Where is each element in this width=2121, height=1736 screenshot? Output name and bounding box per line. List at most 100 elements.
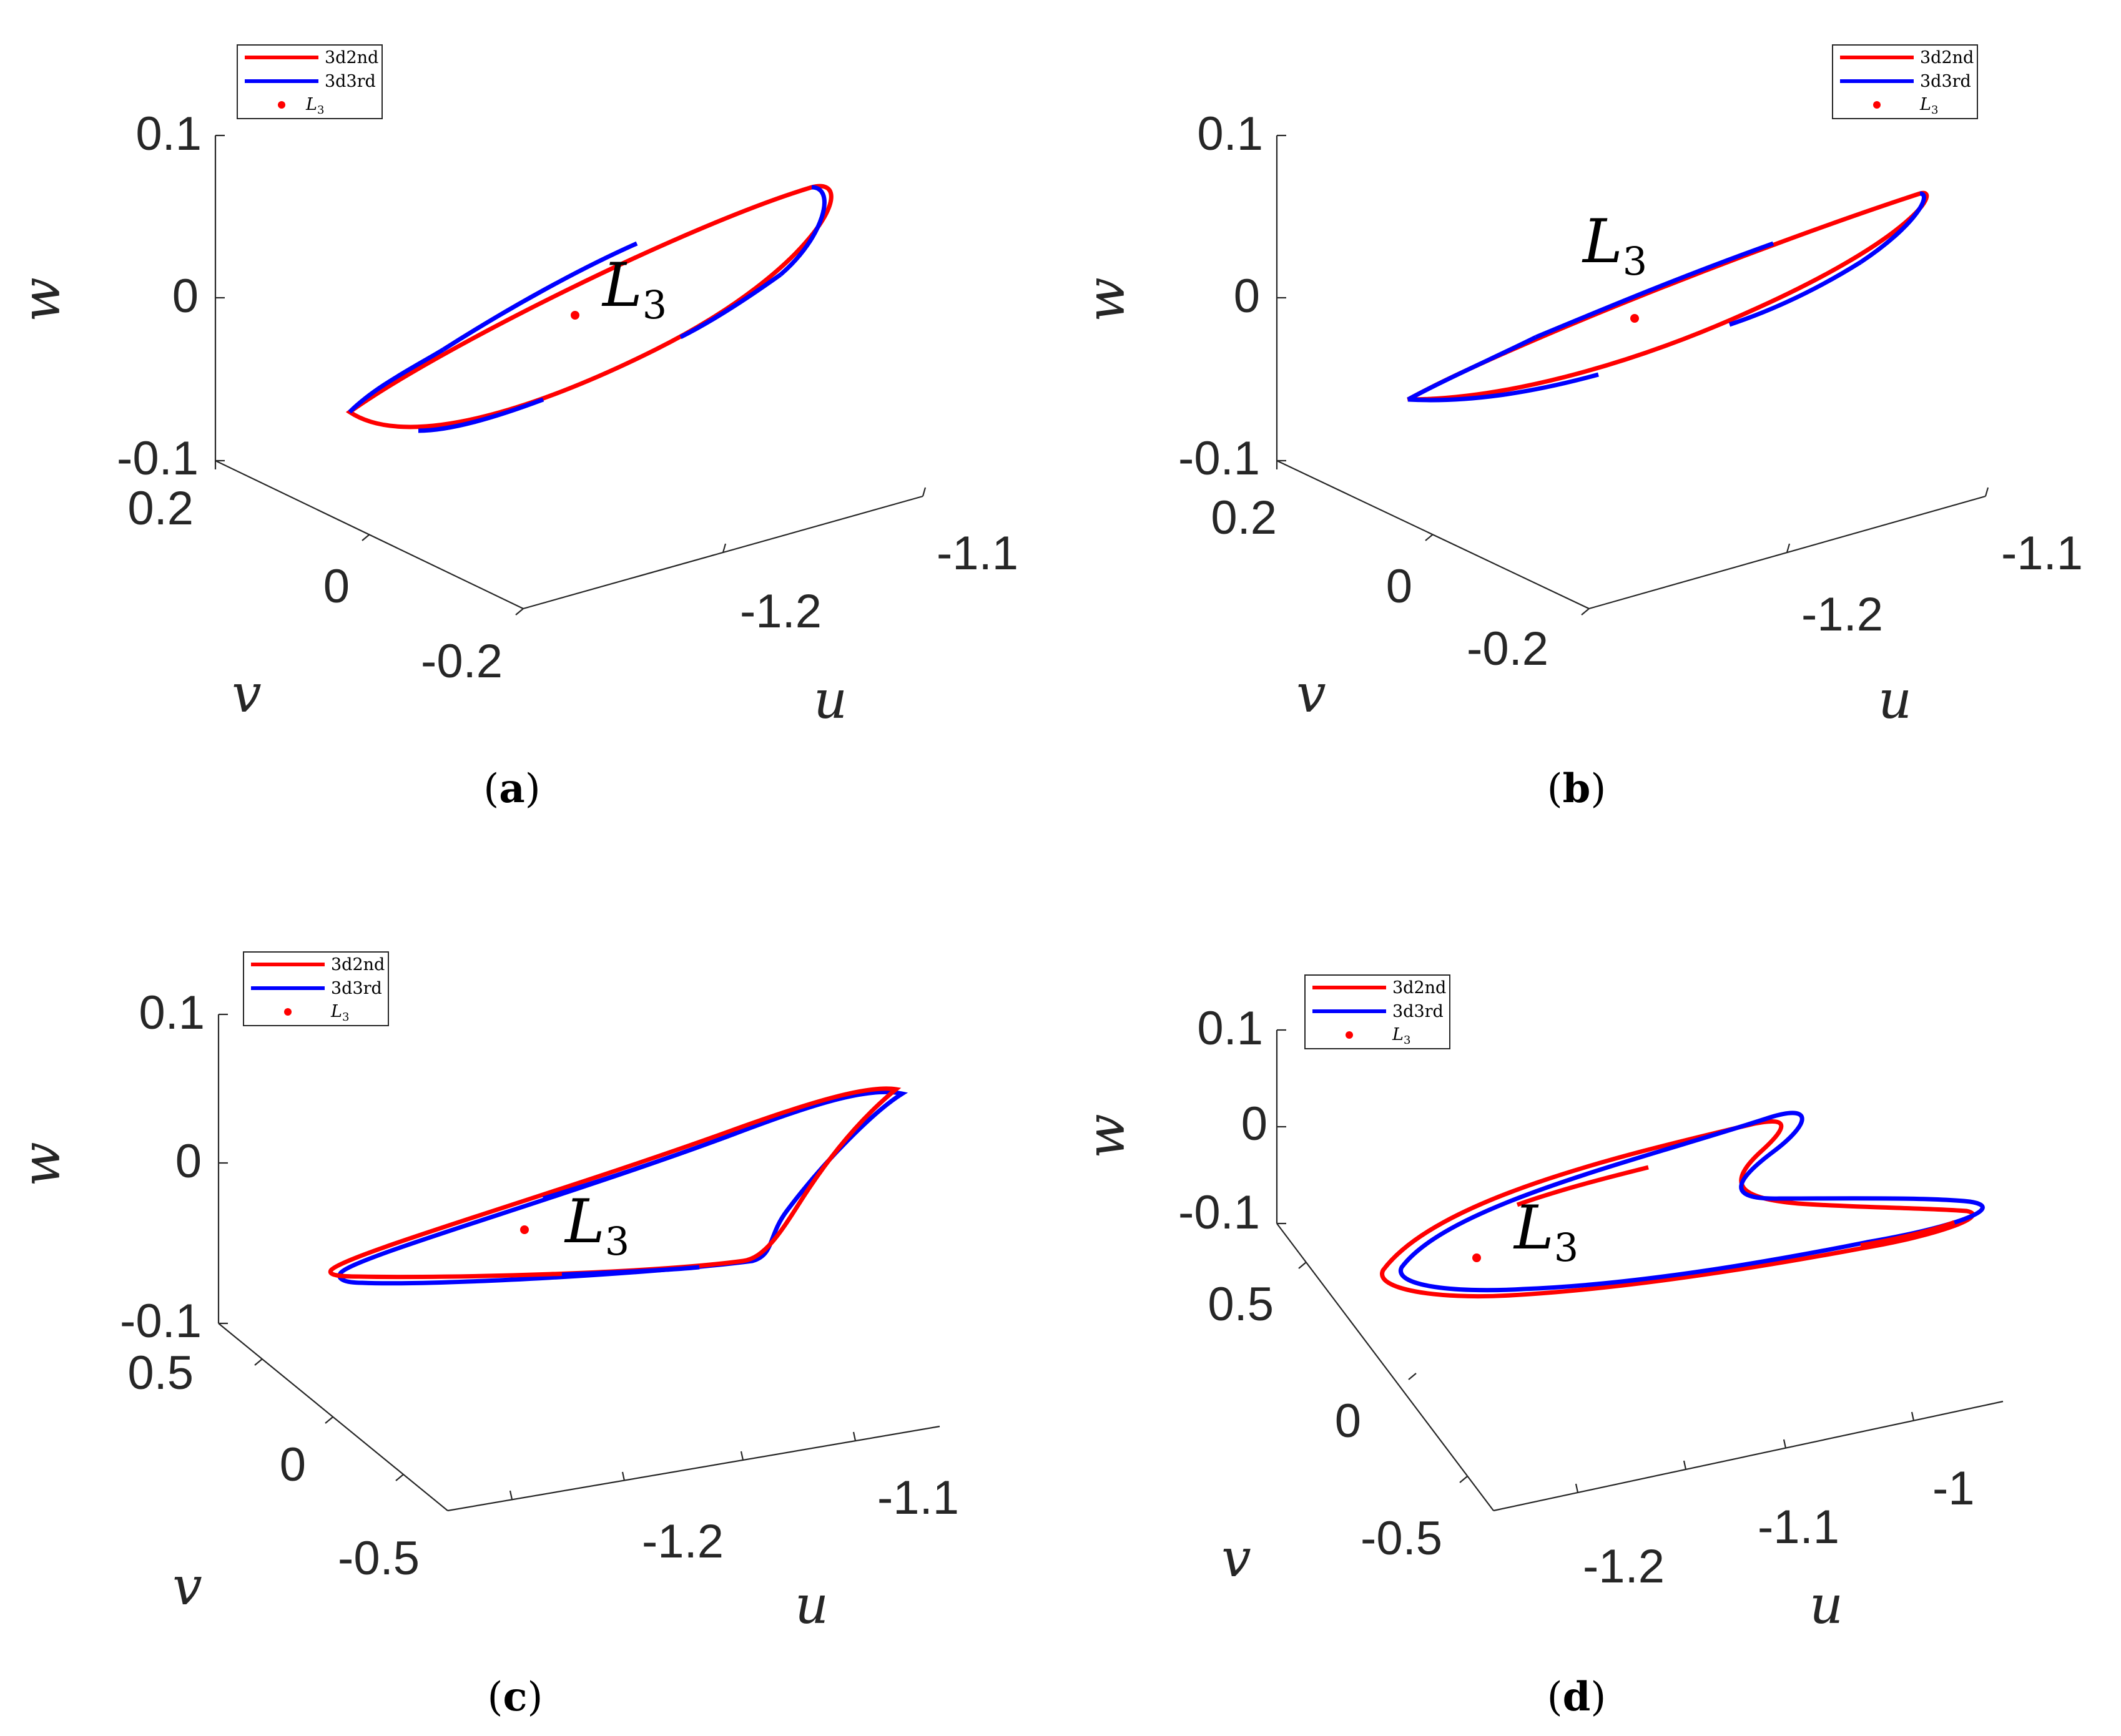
axes-b: 0.1 0 -0.1 0.2 0 -0.2 -1.2 -1.1 w v u	[1075, 107, 2083, 730]
legend-c: 3d2nd 3d3rd L3	[243, 951, 389, 1026]
v-tick-d-1	[1408, 1373, 1417, 1380]
series-3d3rd-overlap-c-0	[542, 1130, 738, 1201]
v-tick-label-a-2: -0.2	[421, 635, 503, 688]
legend-d: 3d2nd 3d3rd L3	[1304, 974, 1450, 1049]
panel-d: 0.1 0 -0.1 0.5 0 -0.5 -1.2 -1.1 -1 w v u…	[1075, 974, 2004, 1720]
z-tick-label-b-1: 0	[1234, 270, 1260, 323]
annotation-L3-b: L3	[1582, 207, 1647, 284]
series-3d2nd-overlap-d-0	[1516, 1165, 1649, 1207]
panel-c: 0.1 0 -0.1 0.5 0 -0.5 -1.2 -1.1 w v u L3…	[11, 951, 959, 1720]
legend-label-3d2nd-c: 3d2nd	[331, 955, 385, 974]
z-tick-label-c-0: 0.1	[139, 986, 205, 1039]
axes-c: 0.1 0 -0.1 0.5 0 -0.5 -1.2 -1.1 w v u	[11, 986, 959, 1635]
series-3d3rd-segment-b-2	[1859, 191, 1926, 264]
u-tick-label-d-0: -1.2	[1583, 1540, 1665, 1593]
u-tick-label-a-0: -1.2	[740, 585, 822, 638]
z-tick-label-d-0: 0.1	[1197, 1002, 1263, 1055]
v-tick-label-a-0: 0.2	[127, 482, 194, 535]
w-axis-title-a: w	[11, 277, 72, 322]
panel-caption-c: (c)	[488, 1674, 543, 1720]
legend-swatch-L3-b	[1873, 101, 1881, 109]
z-tick-label-c-1: 0	[175, 1135, 202, 1188]
v-tick-label-b-0: 0.2	[1211, 491, 1277, 544]
v-axis-title-a: v	[232, 663, 261, 724]
v-tick-d-0	[1298, 1262, 1307, 1269]
u-tick-label-c-0: -1.2	[642, 1515, 724, 1568]
v-tick-c-0	[254, 1358, 263, 1366]
v-tick-c-1	[325, 1416, 333, 1424]
axes-d: 0.1 0 -0.1 0.5 0 -0.5 -1.2 -1.1 -1 w v u	[1075, 1002, 2004, 1635]
z-tick-label-b-0: 0.1	[1197, 107, 1263, 160]
point-L3-b	[1630, 314, 1639, 323]
u-tick-d-3	[1911, 1411, 1915, 1421]
axes-a: 0.1 0 -0.1 0.2 0 -0.2 -1.2 -1.1 w v u	[11, 107, 1018, 730]
u-tick-c-3	[852, 1431, 857, 1441]
z-tick-label-c-2: -0.1	[120, 1295, 202, 1348]
point-L3-c	[520, 1225, 529, 1234]
v-tick-label-b-1: 0	[1386, 560, 1412, 613]
annotation-L3-c: L3	[564, 1187, 629, 1264]
series-3d3rd-segment-a-3	[679, 273, 782, 340]
panel-caption-a: (a)	[483, 765, 540, 812]
annotation-L3-a: L3	[601, 250, 667, 328]
v-tick-label-a-1: 0	[323, 560, 350, 613]
u-tick-label-d-1: -1.1	[1758, 1501, 1839, 1554]
u-tick-d-0	[1575, 1483, 1579, 1493]
z-tick-label-d-1: 0	[1241, 1097, 1267, 1150]
legend-swatch-L3-c	[284, 1008, 292, 1016]
series-3d3rd-segment-a-2	[779, 185, 827, 277]
v-axis-title-d: v	[1221, 1528, 1251, 1589]
v-tick-a-1	[362, 534, 370, 541]
series-3d3rd-curve-d	[1398, 1111, 1985, 1293]
panel-caption-d: (d)	[1547, 1674, 1607, 1720]
legend-label-3d3rd-b: 3d3rd	[1920, 72, 1971, 91]
u-tick-b-1	[1984, 487, 1989, 497]
legend-label-3d2nd-b: 3d2nd	[1920, 48, 1974, 67]
series-3d3rd-segment-a-0	[348, 347, 445, 414]
annotation-L3-d: L3	[1513, 1193, 1578, 1270]
legend-label-3d2nd-a: 3d2nd	[325, 48, 378, 67]
panel-caption-b: (b)	[1547, 765, 1607, 812]
plot-area-d: L3	[1380, 1111, 1985, 1299]
v-tick-label-c-1: 0	[280, 1438, 306, 1491]
series-3d3rd-segment-b-4	[1407, 372, 1599, 403]
legend-label-3d3rd-c: 3d3rd	[331, 979, 382, 998]
z-tick-label-b-2: -0.1	[1178, 432, 1260, 485]
u-tick-c-0	[509, 1490, 513, 1500]
v-tick-label-c-2: -0.5	[338, 1532, 420, 1585]
u-tick-label-b-1: -1.1	[2001, 527, 2083, 580]
z-tick-label-a-1: 0	[172, 270, 199, 323]
v-tick-label-d-1: 0	[1335, 1395, 1361, 1448]
plot-area-c: L3	[328, 1086, 908, 1286]
v-tick-label-c-0: 0.5	[127, 1346, 194, 1400]
legend-label-L3-c: L3	[330, 1002, 349, 1024]
v-tick-label-d-0: 0.5	[1208, 1278, 1274, 1331]
u-axis-title-a: u	[814, 669, 847, 730]
legend-swatch-L3-a	[278, 101, 285, 109]
legend-swatch-L3-d	[1346, 1031, 1353, 1039]
v-axis-title-c: v	[172, 1556, 202, 1617]
legend-label-3d3rd-a: 3d3rd	[325, 72, 376, 91]
series-3d3rd-segment-b-3	[1728, 260, 1862, 327]
u-tick-a-1	[922, 487, 927, 497]
legend-b: 3d2nd 3d3rd L3	[1832, 44, 1978, 119]
v-tick-a-2	[515, 608, 524, 615]
point-L3-d	[1472, 1253, 1481, 1262]
series-3d3rd-segment-b-1	[1535, 241, 1774, 340]
w-axis-title-b: w	[1075, 277, 1136, 322]
u-tick-label-c-1: -1.1	[877, 1471, 959, 1524]
z-tick-label-d-2: -0.1	[1178, 1186, 1260, 1239]
panel-b: 0.1 0 -0.1 0.2 0 -0.2 -1.2 -1.1 w v u L3…	[1075, 44, 2083, 812]
series-3d3rd-overlap-c-1	[561, 1265, 700, 1277]
series-3d3rd-segment-a-4	[418, 397, 544, 433]
plot-area-a: L3	[345, 184, 834, 433]
u-tick-a-0	[722, 543, 727, 553]
u-axis-title-b: u	[1878, 669, 1912, 730]
u-tick-label-d-2: -1	[1932, 1462, 1975, 1515]
v-axis-line-c	[218, 1323, 448, 1511]
u-axis-title-c: u	[795, 1574, 829, 1635]
v-tick-d-2	[1459, 1476, 1468, 1483]
z-tick-label-a-2: -0.1	[117, 432, 199, 485]
u-tick-label-a-1: -1.1	[937, 527, 1018, 580]
